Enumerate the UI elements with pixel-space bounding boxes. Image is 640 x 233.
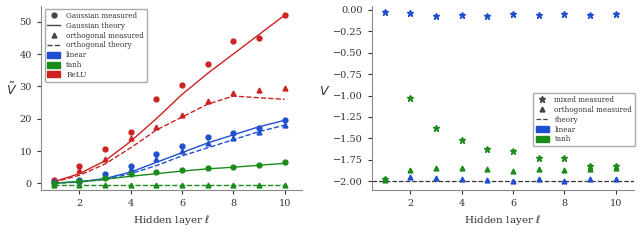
X-axis label: Hidden layer $\ell$: Hidden layer $\ell$ (464, 213, 541, 227)
Legend: mixed measured, orthogonal measured, theory, linear, tanh: mixed measured, orthogonal measured, the… (532, 93, 635, 146)
Y-axis label: $V$: $V$ (319, 85, 330, 98)
Legend: Gaussian measured, Gaussian theory, orthogonal measured, orthogonal theory, line: Gaussian measured, Gaussian theory, orth… (45, 9, 147, 82)
Y-axis label: $\tilde{V}$: $\tilde{V}$ (6, 81, 17, 98)
X-axis label: Hidden layer $\ell$: Hidden layer $\ell$ (133, 213, 211, 227)
